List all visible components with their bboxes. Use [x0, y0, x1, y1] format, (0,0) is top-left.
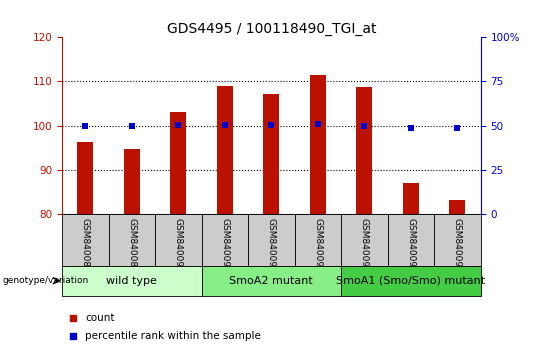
Bar: [388, 214, 434, 266]
Text: SmoA2 mutant: SmoA2 mutant: [230, 275, 313, 286]
Bar: [403, 183, 419, 214]
Point: [360, 123, 369, 129]
Bar: [310, 75, 326, 214]
Point: [267, 122, 276, 127]
Text: GSM840088: GSM840088: [81, 218, 90, 273]
Bar: [124, 149, 140, 214]
Bar: [201, 214, 248, 266]
Text: genotype/variation: genotype/variation: [3, 276, 89, 285]
Text: SmoA1 (Smo/Smo) mutant: SmoA1 (Smo/Smo) mutant: [336, 275, 485, 286]
Bar: [77, 142, 93, 214]
Point: [81, 123, 90, 129]
Text: GSM840093: GSM840093: [313, 218, 322, 273]
Point: [453, 125, 462, 131]
Text: wild type: wild type: [106, 275, 157, 286]
Text: GSM840091: GSM840091: [220, 218, 230, 273]
Bar: [62, 266, 201, 296]
Text: GSM840095: GSM840095: [407, 218, 415, 273]
Text: GSM840090: GSM840090: [174, 218, 183, 273]
Bar: [170, 112, 186, 214]
Bar: [217, 86, 233, 214]
Bar: [295, 214, 341, 266]
Point: [314, 121, 322, 127]
Bar: [109, 214, 155, 266]
Bar: [356, 87, 373, 214]
Bar: [341, 266, 481, 296]
Point: [174, 122, 183, 127]
Bar: [341, 214, 388, 266]
Point: [407, 125, 415, 131]
Text: GSM840089: GSM840089: [127, 218, 136, 273]
Bar: [449, 200, 465, 214]
Bar: [434, 214, 481, 266]
Point: [220, 122, 229, 127]
Bar: [248, 214, 295, 266]
Text: count: count: [85, 313, 114, 323]
Bar: [155, 214, 201, 266]
Bar: [201, 266, 341, 296]
Text: GSM840092: GSM840092: [267, 218, 276, 273]
Bar: [263, 94, 280, 214]
Title: GDS4495 / 100118490_TGI_at: GDS4495 / 100118490_TGI_at: [167, 22, 376, 36]
Text: percentile rank within the sample: percentile rank within the sample: [85, 331, 261, 341]
Bar: [62, 214, 109, 266]
Text: GSM840096: GSM840096: [453, 218, 462, 273]
Text: GSM840094: GSM840094: [360, 218, 369, 273]
Point: [127, 123, 136, 129]
